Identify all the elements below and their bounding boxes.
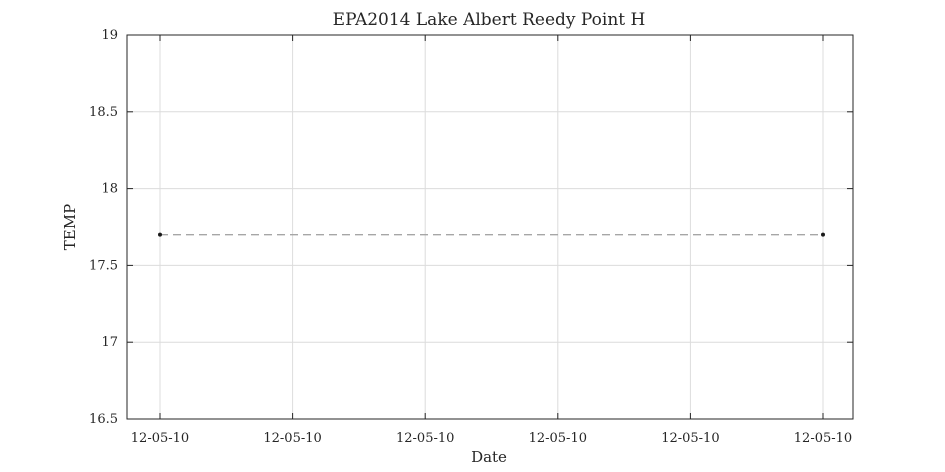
series-layer xyxy=(158,232,825,237)
y-axis-label: TEMP xyxy=(61,204,79,250)
x-tick-label: 12-05-10 xyxy=(529,431,587,446)
data-point xyxy=(158,232,162,237)
chart-title: EPA2014 Lake Albert Reedy Point H xyxy=(333,10,646,30)
x-tick-label: 12-05-10 xyxy=(661,431,719,446)
data-point xyxy=(821,232,825,237)
y-tick-label: 19 xyxy=(101,28,118,43)
x-tick-label: 12-05-10 xyxy=(263,431,321,446)
y-tick-label: 17 xyxy=(101,335,118,350)
y-tick-label: 18.5 xyxy=(89,105,118,120)
plot-area-frame xyxy=(126,34,854,420)
y-tick-label: 17.5 xyxy=(89,258,118,273)
y-tick-label: 18 xyxy=(101,182,118,197)
x-tick-label: 12-05-10 xyxy=(396,431,454,446)
grid xyxy=(127,34,853,420)
y-tick-label: 16.5 xyxy=(89,412,118,427)
x-tick-label: 12-05-10 xyxy=(131,431,189,446)
axis-ticks: 16.5 17 17.5 18 18.5 19 12-05-10 12-05-10 12-05-… xyxy=(89,28,853,446)
x-tick-label: 12-05-10 xyxy=(794,431,852,446)
x-axis-label: Date xyxy=(471,448,507,466)
